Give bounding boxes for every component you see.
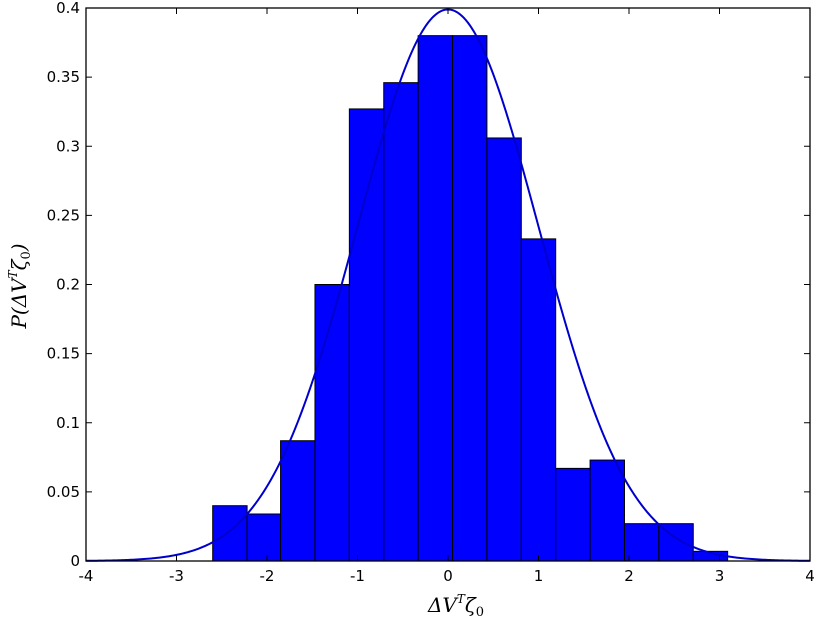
x-tick-label: -2 (260, 567, 275, 585)
histogram-bars (212, 35, 729, 562)
y-tick-label: 0.4 (56, 0, 80, 17)
y-tick-label: 0.2 (56, 276, 80, 294)
y-tick-label: 0.25 (47, 206, 80, 224)
y-tick-label: 0.15 (47, 345, 80, 363)
histogram-bar-2 (246, 513, 282, 562)
histogram-bar-1 (212, 505, 248, 562)
x-tick-label: 1 (534, 567, 544, 585)
y-tick-label: 0.1 (56, 414, 80, 432)
x-tick-label: -3 (169, 567, 184, 585)
histogram-bar-9 (486, 137, 522, 562)
x-axis-ticks: -4 -3 -2 -1 0 1 2 3 4 (79, 8, 815, 585)
histogram-bar-11 (555, 467, 591, 562)
y-tick-label: 0.05 (47, 483, 80, 501)
x-axis-title: ΔVTζ0 (427, 592, 484, 618)
y-tick-label: 0.35 (47, 68, 80, 86)
histogram-bar-5 (348, 108, 385, 562)
x-tick-label: -4 (79, 567, 94, 585)
histogram-bar-10 (520, 238, 557, 562)
y-axis-title: P(ΔVTζ0) (6, 243, 34, 329)
y-tick-label: 0 (70, 552, 80, 570)
x-tick-label: 4 (805, 567, 815, 585)
histogram-bar-7 (417, 35, 454, 562)
histogram-bar-12 (589, 459, 625, 562)
x-tick-label: 0 (443, 567, 453, 585)
histogram-bar-6 (383, 82, 419, 562)
x-tick-label: 2 (624, 567, 634, 585)
y-tick-label: 0.3 (56, 137, 80, 155)
histogram-bar-8 (452, 35, 488, 562)
histogram-bar-4 (314, 284, 350, 562)
histogram-bar-13 (623, 523, 660, 562)
x-tick-label: 3 (715, 567, 725, 585)
x-tick-label: -1 (350, 567, 365, 585)
histogram-bar-3 (280, 440, 316, 562)
y-axis-ticks: 0 0.05 0.1 0.15 0.2 0.25 0.3 0.35 0.4 (47, 0, 810, 570)
